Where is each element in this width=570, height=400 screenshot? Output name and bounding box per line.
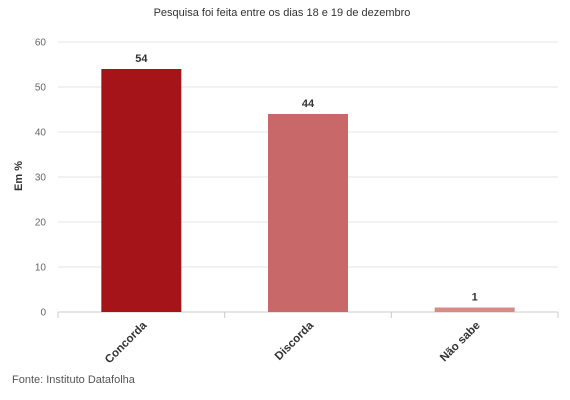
- data-label: 1: [472, 292, 478, 304]
- y-tick-label: 10: [35, 263, 47, 274]
- bar-concorda: [101, 69, 182, 312]
- y-tick-label: 20: [35, 218, 47, 229]
- data-labels: 54 44 1: [135, 53, 478, 304]
- y-tick-label: 60: [35, 38, 47, 49]
- source-note: Fonte: Instituto Datafolha: [12, 374, 135, 386]
- bar-discorda: [268, 114, 348, 312]
- x-tick-label: Concorda: [103, 319, 150, 366]
- y-axis-label: Em %: [13, 161, 25, 191]
- y-tick-label: 40: [35, 128, 47, 139]
- bars: [101, 69, 515, 312]
- x-axis-ticks: Concorda Discorda Não sabe: [57, 312, 559, 366]
- x-tick-label: Discorda: [273, 319, 317, 363]
- y-tick-label: 50: [35, 83, 47, 94]
- x-tick-label: Não sabe: [438, 320, 483, 365]
- y-tick-label: 0: [40, 308, 46, 319]
- bar-n-o-sabe: [434, 307, 515, 312]
- y-tick-label: 30: [35, 173, 47, 184]
- data-label: 44: [302, 98, 315, 110]
- y-axis-ticks: 0 10 20 30 40 50 60: [35, 38, 47, 319]
- chart-subtitle: Pesquisa foi feita entre os dias 18 e 19…: [154, 7, 411, 19]
- data-label: 54: [135, 53, 148, 65]
